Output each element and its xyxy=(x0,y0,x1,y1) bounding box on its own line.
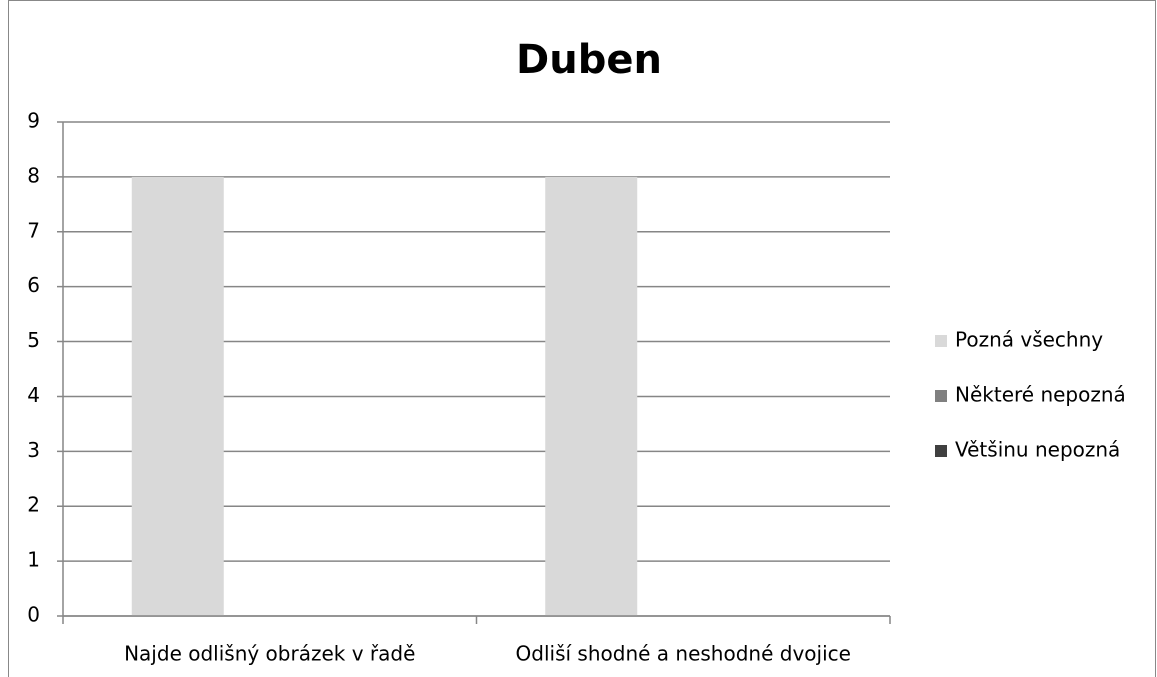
y-tick-label: 5 xyxy=(27,328,40,352)
legend-swatch xyxy=(935,335,947,347)
legend-swatch xyxy=(935,445,947,457)
y-tick-label: 7 xyxy=(27,218,40,242)
y-tick-label: 0 xyxy=(27,603,40,627)
legend-swatch xyxy=(935,390,947,402)
x-tick-label: Odliší shodné a neshodné dvojice xyxy=(516,642,851,666)
legend-label: Některé nepozná xyxy=(955,383,1126,407)
legend-label: Většinu nepozná xyxy=(955,438,1120,462)
y-tick-label: 9 xyxy=(27,109,40,133)
bar xyxy=(545,176,638,616)
y-tick-label: 1 xyxy=(27,548,40,572)
chart-title: Duben xyxy=(516,37,662,83)
y-tick-label: 2 xyxy=(27,493,40,517)
y-tick-label: 3 xyxy=(27,438,40,462)
legend-label: Pozná všechny xyxy=(955,328,1103,352)
y-tick-label: 8 xyxy=(27,163,40,187)
bar xyxy=(131,176,224,616)
y-tick-label: 4 xyxy=(27,383,40,407)
x-tick-label: Najde odlišný obrázek v řadě xyxy=(124,642,415,666)
y-tick-label: 6 xyxy=(27,273,40,297)
